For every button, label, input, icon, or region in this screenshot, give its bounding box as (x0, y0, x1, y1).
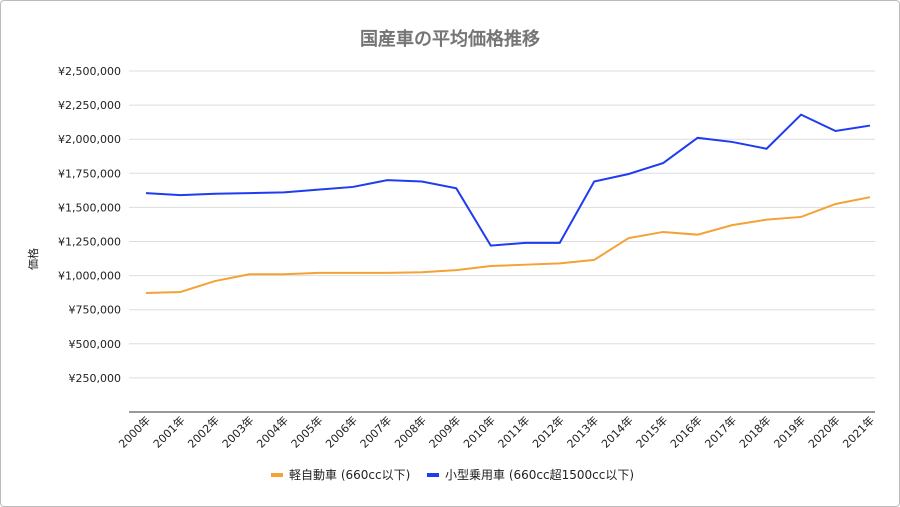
y-tick-label: ¥2,250,000 (58, 99, 121, 112)
legend-label: 小型乗用車 (660cc超1500cc以下) (445, 467, 634, 482)
x-tick-label: 2017年 (702, 413, 739, 450)
series-line-0 (145, 196, 871, 295)
y-tick-label: ¥2,500,000 (58, 65, 121, 78)
legend-swatch (427, 473, 439, 477)
x-tick-label: 2001年 (150, 413, 187, 450)
x-tick-label: 2021年 (840, 413, 877, 450)
y-tick-label: ¥500,000 (69, 338, 122, 351)
x-tick-label: 2019年 (771, 413, 808, 450)
x-tick-label: 2006年 (323, 413, 360, 450)
x-tick-label: 2011年 (495, 413, 532, 450)
x-tick-label: 2004年 (254, 413, 291, 450)
x-tick-label: 2008年 (391, 413, 428, 450)
y-tick-label: ¥250,000 (69, 372, 122, 385)
x-tick-label: 2014年 (598, 413, 635, 450)
x-tick-label: 2020年 (805, 413, 842, 450)
legend-swatch (271, 473, 283, 477)
x-tick-label: 2009年 (426, 413, 463, 450)
y-tick-label: ¥1,250,000 (58, 236, 121, 249)
legend-label: 軽自動車 (660cc以下) (289, 468, 410, 482)
x-tick-label: 2013年 (564, 413, 601, 450)
chart-title: 国産車の平均価格推移 (360, 28, 540, 50)
y-tick-label: ¥750,000 (69, 304, 122, 317)
x-tick-label: 2000年 (116, 413, 153, 450)
x-tick-label: 2003年 (219, 413, 256, 450)
y-tick-label: ¥2,000,000 (58, 133, 121, 146)
y-tick-label: ¥1,500,000 (58, 201, 121, 214)
x-tick-label: 2005年 (288, 413, 325, 450)
x-tick-label: 2018年 (736, 413, 773, 450)
x-tick-label: 2016年 (667, 413, 704, 450)
y-tick-label: ¥1,750,000 (58, 167, 121, 180)
x-tick-label: 2010年 (460, 413, 497, 450)
x-tick-label: 2007年 (357, 413, 394, 450)
x-tick-label: 2002年 (185, 413, 222, 450)
y-tick-label: ¥1,000,000 (58, 270, 121, 283)
series-line-1 (145, 113, 871, 247)
x-tick-label: 2015年 (633, 413, 670, 450)
y-axis-label: 価格 (26, 248, 40, 270)
x-tick-label: 2012年 (529, 413, 566, 450)
